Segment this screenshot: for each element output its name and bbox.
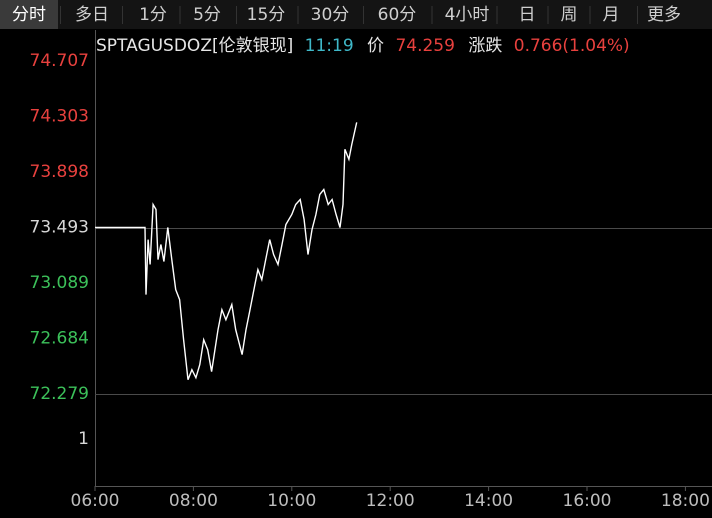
y-tick-label: 73.089 [30, 273, 89, 293]
quote-time: 11:19 [305, 36, 354, 56]
tab[interactable]: 15分 [247, 5, 286, 25]
tab[interactable]: 多日 [75, 5, 109, 25]
tab[interactable]: 分时 [12, 5, 46, 25]
price-line [95, 122, 358, 380]
change-label: 涨跌 [468, 36, 502, 56]
x-tick-label: 08:00 [169, 491, 218, 511]
x-tick-label: 12:00 [366, 491, 415, 511]
tab[interactable]: 更多 [647, 5, 681, 25]
tab[interactable]: 1分 [139, 5, 167, 25]
tabs: 分时 多日 1分 5分 15分 30分 60分 4小时 日 周 月 更多 [12, 5, 681, 25]
price-label: 价 [367, 36, 384, 56]
tab[interactable]: 周 [561, 5, 578, 25]
tab[interactable]: 30分 [311, 5, 350, 25]
tab[interactable]: 5分 [193, 5, 221, 25]
y-tick-label: 74.707 [30, 51, 89, 71]
tab-bar [0, 0, 712, 29]
x-tick-label: 06:00 [71, 491, 120, 511]
y-tick-label: 72.279 [30, 384, 89, 404]
quote-line: SPTAGUSDOZ[伦敦银现] 11:19 价 74.259 涨跌 0.766… [96, 36, 630, 56]
y-tick-label: 74.303 [30, 106, 89, 126]
change: 0.766(1.04%) [514, 36, 630, 56]
symbol: SPTAGUSDOZ[伦敦银现] [96, 36, 293, 56]
x-tick-label: 18:00 [661, 491, 710, 511]
y-tick-label: 73.493 [30, 218, 89, 238]
active-tab-bg [0, 0, 58, 29]
tab[interactable]: 月 [603, 5, 620, 25]
tab[interactable]: 60分 [378, 5, 417, 25]
x-tick-label: 14:00 [464, 491, 513, 511]
x-tick-label: 16:00 [563, 491, 612, 511]
y-tick-label: 73.898 [30, 162, 89, 182]
tab[interactable]: 日 [519, 5, 536, 25]
volume-tick-label: 1 [78, 429, 89, 449]
price: 74.259 [395, 36, 454, 56]
y-tick-label: 72.684 [30, 328, 89, 348]
x-tick-label: 10:00 [267, 491, 316, 511]
tab[interactable]: 4小时 [445, 5, 490, 25]
